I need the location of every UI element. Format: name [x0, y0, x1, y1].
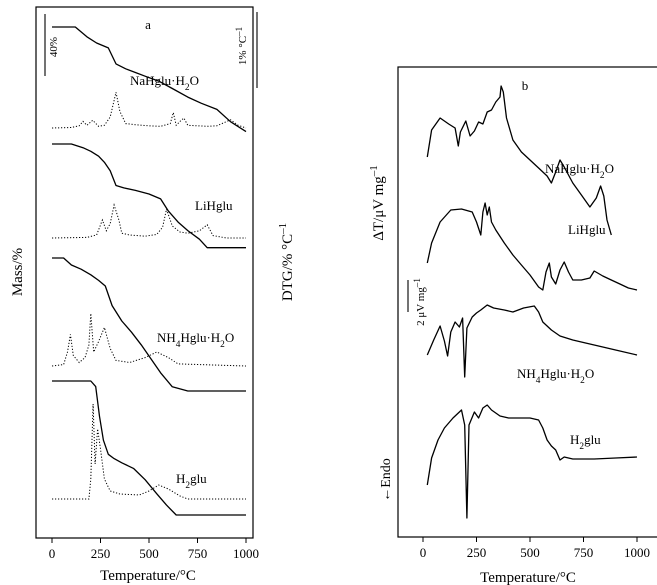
panel-b-label-h2glu-part: H: [570, 432, 579, 447]
panel-a-x-axis: 0 250 500 750 1000: [49, 538, 259, 561]
tg-curve-nh4hglu-h2o: [52, 257, 246, 392]
dtg-curve-nh4hglu-h2o: [51, 313, 247, 367]
panel-a-label-nh4hglu-h2o-part: Hglu·H: [180, 330, 220, 345]
panel-b-label-nh4hglu-h2o-part: 2: [580, 376, 585, 386]
panel-b-label-nh4hglu-h2o: NH4Hglu·H2O: [517, 366, 594, 386]
panel-a-label-nh4hglu-h2o: NH4Hglu·H2O: [157, 330, 234, 350]
panel-b-x-tick-label-750: 750: [574, 545, 594, 560]
panel-b-y-axis-title-main: ΔT/μV mg: [371, 176, 387, 241]
panel-b-y-axis-title: ΔT/μV mg–1: [368, 165, 387, 241]
dta-curve-nh4hglu-h2o: [426, 304, 638, 378]
panel-a-label-nahglu-h2o: NaHglu·H2O: [130, 73, 199, 93]
panel-a-label: a: [145, 17, 151, 32]
panel-b-label-nahglu-h2o-part: 2: [600, 171, 605, 181]
panel-a-label-lihglu: LiHglu: [195, 198, 233, 213]
dta-curve-nahglu-h2o: [426, 85, 612, 236]
panel-b-label-h2glu-part: 2: [579, 442, 584, 452]
panel-b-label-h2glu-part: glu: [584, 432, 601, 447]
panel-b-curves: [426, 85, 638, 519]
panel-a-label-nh4hglu-h2o-part: NH: [157, 330, 176, 345]
panel-b-label-nahglu-h2o-part: NaHglu·H: [545, 161, 600, 176]
panel-a-label-nahglu-h2o-part: O: [190, 73, 199, 88]
dta-curve-h2glu: [426, 404, 638, 519]
panel-a-label-h2glu-part: glu: [190, 471, 207, 486]
panel-a-x-axis-title: Temperature/°C: [100, 568, 196, 584]
dta-curve-lihglu: [426, 202, 638, 291]
tg-curve-lihglu: [52, 143, 246, 249]
panel-a-label-h2glu: H2glu: [176, 471, 207, 491]
panel-a-dtg-scale-main: 1% °C: [237, 36, 249, 65]
panel-a-x-tick-label-750: 750: [188, 546, 208, 561]
panel-b-x-axis: 0 250 500 750 1000: [420, 537, 650, 560]
panel-b-chart: b Temperature/°C ΔT/μV mg–1 2 μV mg–1 ←E…: [368, 66, 657, 585]
panel-b-label-lihglu: LiHglu: [568, 222, 606, 237]
panel-b-x-tick-label-0: 0: [420, 545, 427, 560]
panel-a-left-y-axis-title: Mass/%: [10, 248, 26, 296]
panel-b-scale-label: 2 μV mg–1: [412, 278, 427, 326]
panel-a-right-y-axis-title-sup: –1: [277, 223, 289, 235]
panel-b-label-lihglu-part: LiHglu: [568, 222, 606, 237]
panel-b-label-nh4hglu-h2o-part: 4: [536, 376, 541, 386]
panel-b-x-tick-label-250: 250: [467, 545, 487, 560]
panel-a-chart: a Temperature/°C Mass/% DTG/% °C–1 40% 1…: [10, 6, 296, 584]
panel-a-label-h2glu-part: 2: [185, 481, 190, 491]
panel-b-x-tick-label-500: 500: [520, 545, 540, 560]
dtg-curve-lihglu: [51, 203, 246, 239]
panel-a-dtg-scale-label: 1% °C–1: [234, 27, 249, 65]
panel-a-x-tick-label-0: 0: [49, 546, 56, 561]
panel-a-label-nh4hglu-h2o-part: 4: [176, 340, 181, 350]
panel-a-x-tick-label-500: 500: [139, 546, 159, 561]
panel-a-right-y-axis-title-main: DTG/% °C: [280, 234, 296, 301]
panel-b-label-nh4hglu-h2o-part: NH: [517, 366, 536, 381]
panel-b-frame: [397, 66, 657, 538]
panel-b-label-nahglu-h2o: NaHglu·H2O: [545, 161, 614, 181]
panel-a-label-nahglu-h2o-part: 2: [185, 83, 190, 93]
panel-b-y-axis-title-sup: –1: [368, 165, 380, 177]
panel-a-curves: [51, 26, 247, 516]
panel-b-label: b: [522, 78, 529, 93]
panel-a-mass-scale-label: 40%: [48, 37, 60, 57]
panel-a-dtg-scale-sup: –1: [234, 27, 244, 37]
panel-a-frame: [35, 6, 254, 539]
panel-b-scale-sup: –1: [412, 278, 422, 288]
panel-b-label-nh4hglu-h2o-part: O: [585, 366, 594, 381]
panel-b-scale-main: 2 μV mg: [415, 287, 427, 326]
panel-b-label-nh4hglu-h2o-part: Hglu·H: [540, 366, 580, 381]
tg-curve-nahglu-h2o: [52, 26, 247, 133]
panel-a-label-lihglu-part: LiHglu: [195, 198, 233, 213]
panel-b-label-nahglu-h2o-part: O: [605, 161, 614, 176]
panel-b-x-tick-label-1000: 1000: [624, 545, 650, 560]
panel-a-label-nh4hglu-h2o-part: O: [225, 330, 234, 345]
panel-a-right-y-axis-title: DTG/% °C–1: [277, 223, 296, 301]
panel-a-label-h2glu-part: H: [176, 471, 185, 486]
panel-a-x-tick-label-1000: 1000: [233, 546, 259, 561]
panel-b-label-h2glu: H2glu: [570, 432, 601, 452]
panel-a-x-tick-label-250: 250: [91, 546, 111, 561]
endo-direction-label: ←Endo: [379, 458, 394, 502]
dtg-curve-h2glu: [52, 403, 246, 500]
tg-curve-h2glu: [52, 380, 246, 516]
panel-b-x-axis-title: Temperature/°C: [480, 570, 576, 585]
panel-a-label-nahglu-h2o-part: NaHglu·H: [130, 73, 185, 88]
panel-a-label-nh4hglu-h2o-part: 2: [220, 340, 225, 350]
